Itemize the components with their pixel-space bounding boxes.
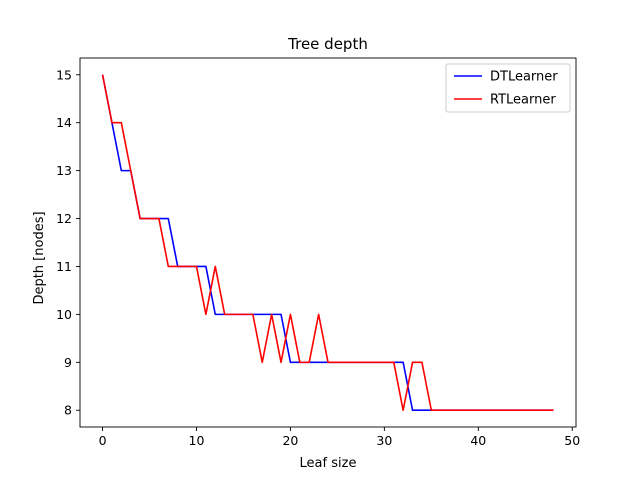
x-tick-label: 20	[282, 433, 298, 448]
y-tick-label: 9	[64, 355, 72, 370]
y-tick-label: 10	[56, 307, 72, 322]
x-tick-label: 10	[189, 433, 205, 448]
y-tick-label: 14	[56, 115, 72, 130]
chart-title: Tree depth	[287, 35, 368, 53]
axes-frame	[79, 57, 577, 428]
x-axis-label: Leaf size	[300, 456, 357, 471]
legend: DTLearner RTLearner	[445, 63, 571, 113]
y-tick-label: 12	[56, 211, 72, 226]
x-tick-label: 40	[470, 433, 486, 448]
x-tick-label: 50	[564, 433, 580, 448]
y-axis-label: Depth [nodes]	[32, 211, 47, 304]
x-tick-label: 0	[99, 433, 107, 448]
series-line-rtlearner	[101, 74, 554, 412]
x-tick-label: 30	[376, 433, 392, 448]
y-tick-label: 11	[56, 259, 72, 274]
y-tick-label: 15	[56, 67, 72, 82]
legend-label-dtlearner: DTLearner	[490, 70, 558, 85]
y-tick-label: 8	[64, 403, 72, 418]
legend-label-rtlearner: RTLearner	[490, 93, 556, 108]
y-tick-label: 13	[56, 163, 72, 178]
plot-area: 0 10 20 30 40 50 8 9 10 11 12 13 14 15	[56, 57, 580, 448]
